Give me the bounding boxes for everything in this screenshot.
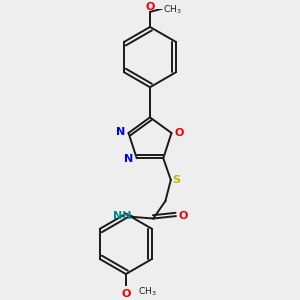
Text: O: O: [145, 2, 155, 12]
Text: CH$_3$: CH$_3$: [163, 4, 181, 16]
Text: O: O: [175, 128, 184, 138]
Text: N: N: [116, 127, 125, 137]
Text: CH$_3$: CH$_3$: [138, 285, 157, 298]
Text: NH: NH: [113, 212, 132, 221]
Text: O: O: [179, 211, 188, 221]
Text: O: O: [121, 289, 130, 299]
Text: N: N: [124, 154, 134, 164]
Text: S: S: [172, 175, 181, 185]
